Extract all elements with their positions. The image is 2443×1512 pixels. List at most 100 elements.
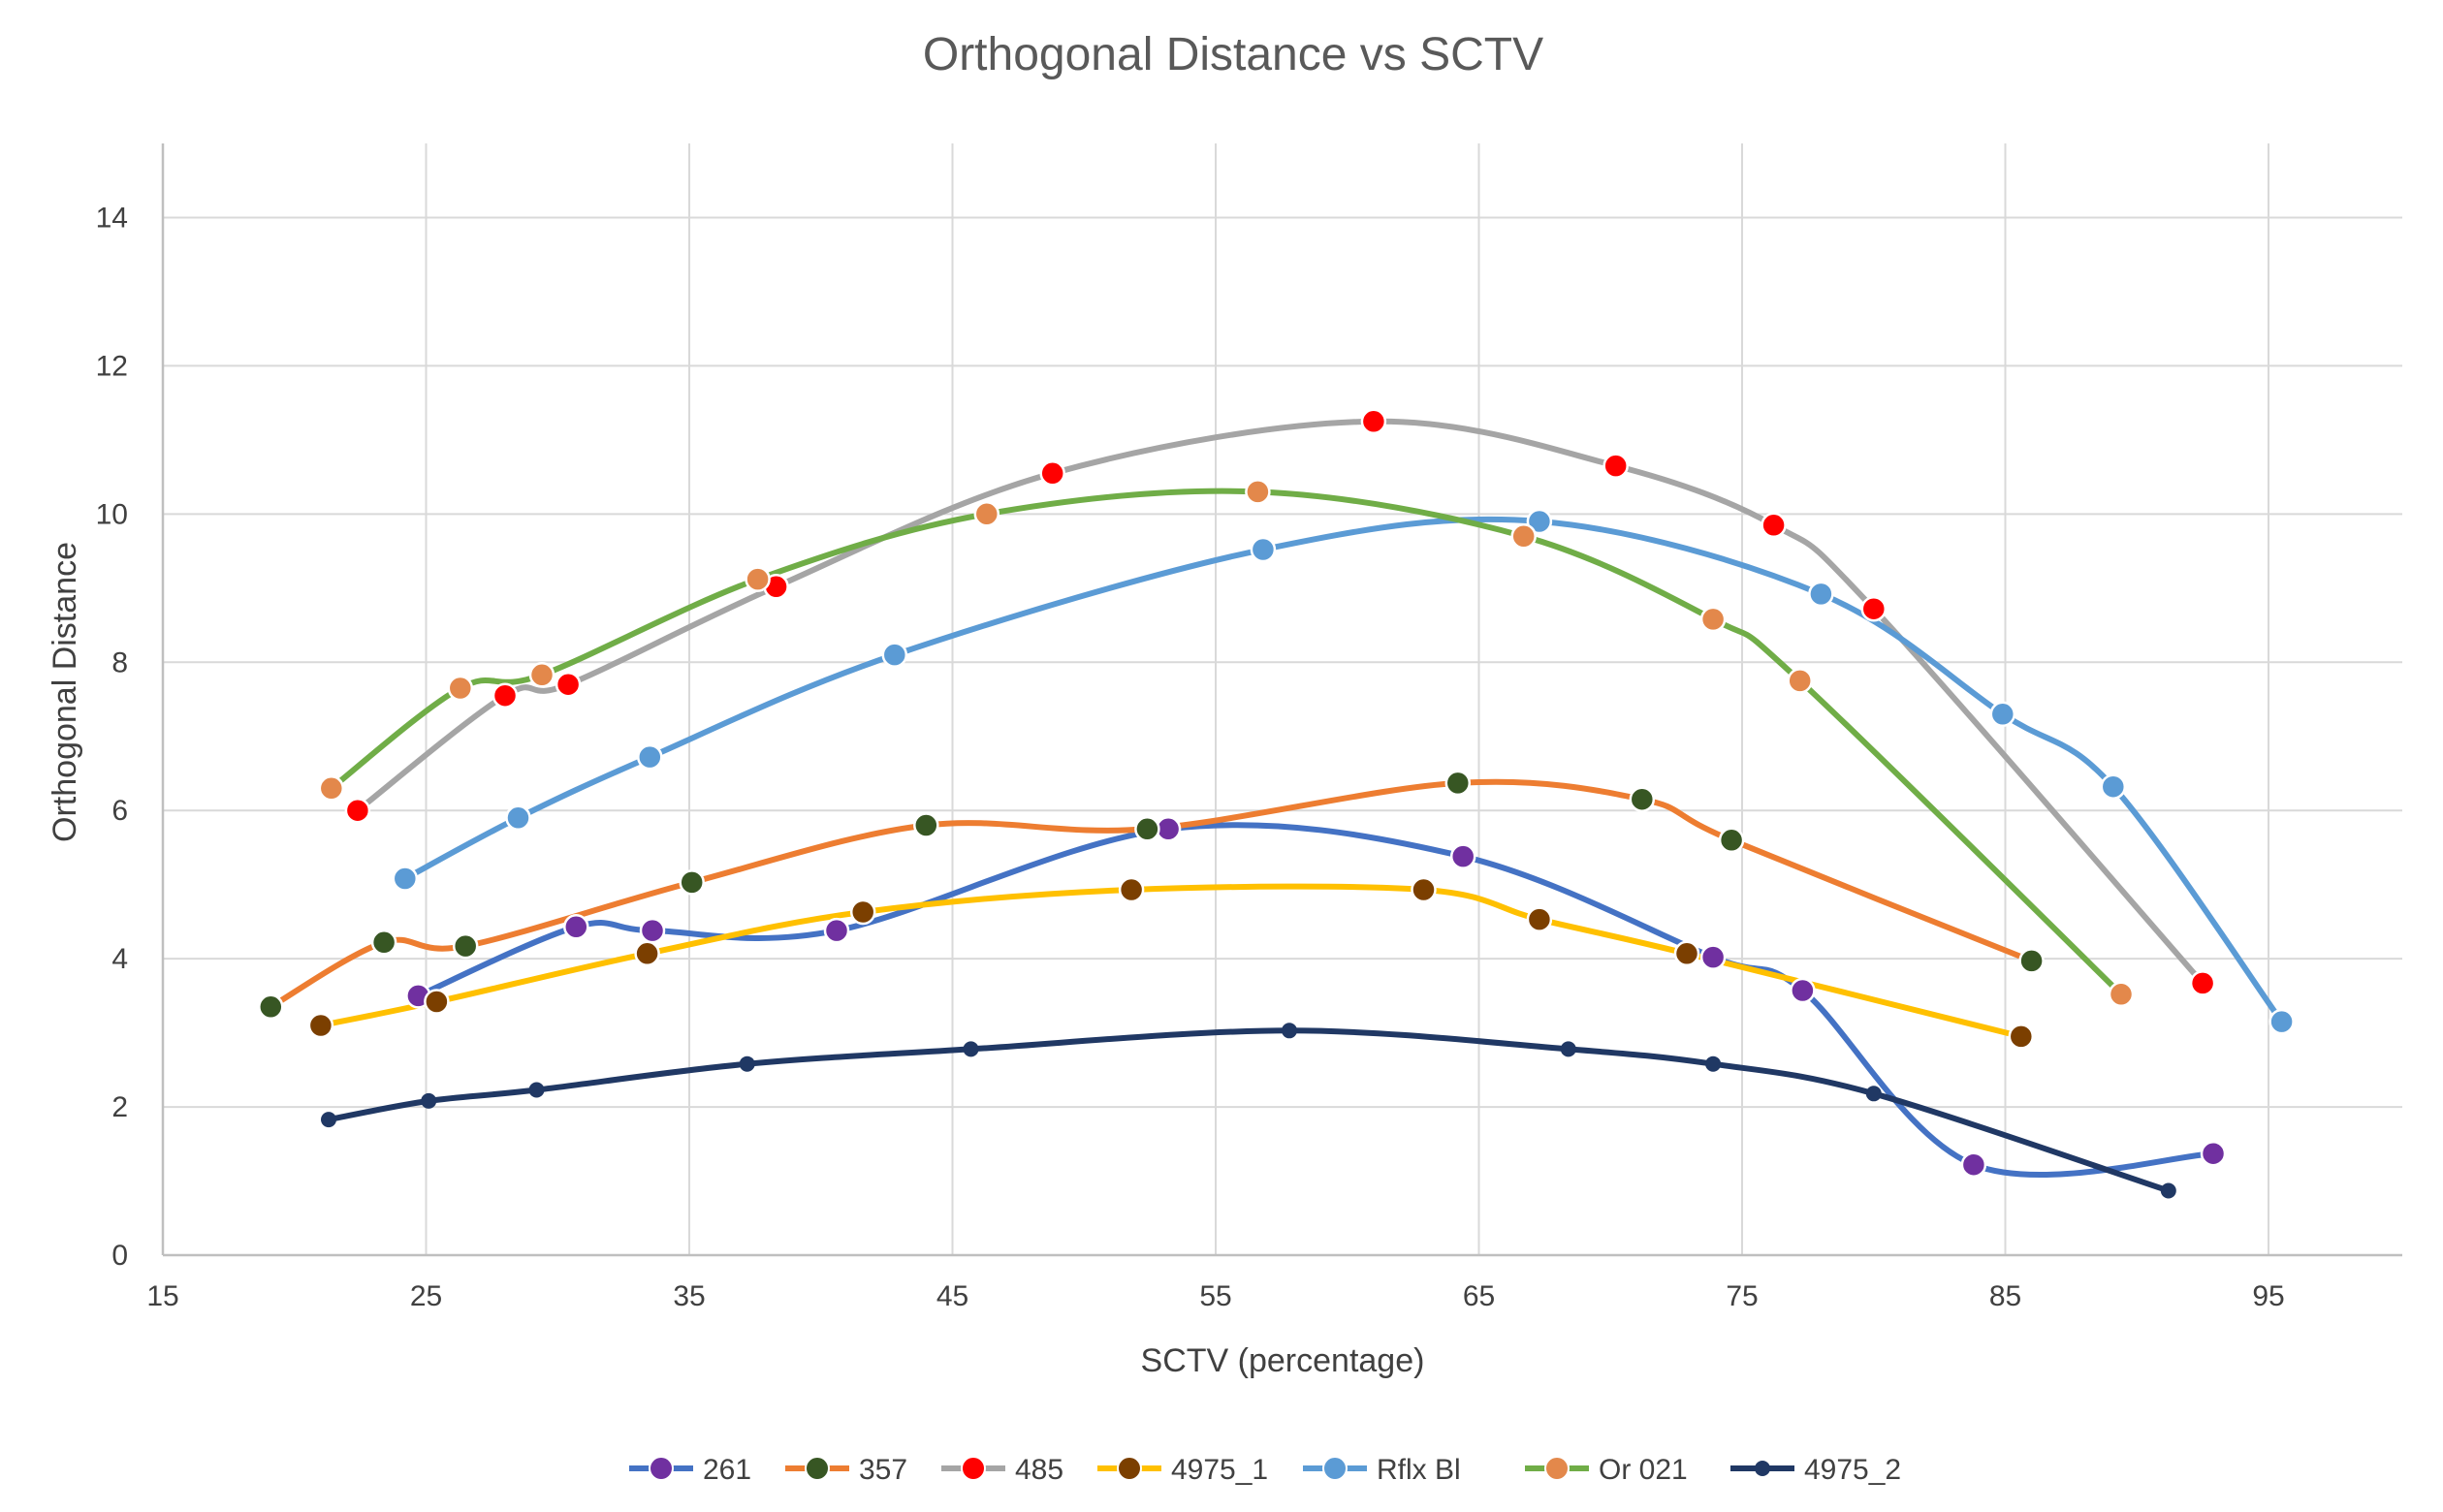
data-point-4975_1 — [307, 1012, 334, 1039]
legend-item-4975_1: 4975_1 — [1097, 1454, 1268, 1486]
data-point-357 — [1629, 786, 1656, 812]
legend-label-Rflx Bl: Rflx Bl — [1377, 1454, 1461, 1486]
legend-item-Or 021: Or 021 — [1525, 1454, 1688, 1486]
data-point-4975_1 — [634, 940, 660, 967]
data-point-357 — [2018, 948, 2045, 974]
chart-title: Orthogonal Distance vs SCTV — [923, 29, 1543, 80]
data-point-Or 021 — [1699, 606, 1727, 633]
x-tick-label: 95 — [2252, 1280, 2284, 1312]
data-point-261 — [2200, 1140, 2227, 1167]
data-point-Rflx Bl — [2100, 773, 2127, 800]
series-line-261 — [415, 822, 2216, 1178]
series-line-4975_2 — [326, 1027, 2172, 1194]
data-point-4975_2 — [1705, 1055, 1722, 1072]
data-point-485 — [492, 682, 519, 709]
data-point-Rflx Bl — [1526, 508, 1553, 535]
series-markers — [258, 408, 2295, 1199]
data-point-357 — [1444, 770, 1472, 797]
x-tick-label: 35 — [673, 1280, 705, 1312]
legend-label-261: 261 — [703, 1454, 751, 1486]
legend-marker-485 — [961, 1456, 986, 1481]
legend-label-357: 357 — [859, 1454, 907, 1486]
data-point-261 — [639, 917, 666, 944]
data-point-Rflx Bl — [505, 804, 531, 832]
data-point-Rflx Bl — [1808, 581, 1834, 608]
legend: 261 357 485 4975_1 Rflx Bl Or 021 4975_2 — [629, 1454, 1901, 1486]
y-axis-label: Orthogonal Distance — [47, 542, 83, 842]
x-tick-label: 55 — [1199, 1280, 1231, 1312]
legend-marker-357 — [805, 1456, 830, 1481]
data-point-4975_2 — [321, 1112, 336, 1128]
data-point-485 — [344, 797, 371, 824]
data-point-4975_2 — [2160, 1182, 2176, 1199]
x-axis-label: SCTV (percentage) — [1141, 1342, 1425, 1379]
data-point-4975_2 — [963, 1041, 979, 1057]
data-point-485 — [1602, 453, 1629, 479]
y-tick-label: 8 — [111, 646, 128, 678]
data-point-485 — [1360, 408, 1387, 435]
data-point-Or 021 — [318, 775, 345, 802]
data-point-4975_2 — [1560, 1041, 1576, 1057]
data-point-485 — [1039, 460, 1065, 487]
data-point-4975_1 — [2008, 1024, 2035, 1050]
x-tick-label: 25 — [410, 1280, 442, 1312]
data-point-Rflx Bl — [881, 642, 908, 668]
legend-item-4975_2: 4975_2 — [1730, 1454, 1901, 1486]
data-point-Rflx Bl — [1250, 536, 1277, 563]
data-point-357 — [679, 869, 705, 896]
legend-marker-4975_1 — [1117, 1456, 1142, 1481]
x-tick-labels: 15 25 35 45 55 65 75 85 95 — [146, 1280, 2284, 1312]
data-point-485 — [1860, 595, 1888, 622]
series-lines — [268, 418, 2285, 1194]
y-tick-label: 2 — [111, 1091, 128, 1123]
data-point-4975_2 — [739, 1055, 755, 1072]
legend-item-Rflx Bl: Rflx Bl — [1303, 1454, 1461, 1486]
legend-item-357: 357 — [785, 1454, 907, 1486]
data-point-4975_1 — [1118, 876, 1145, 903]
data-point-4975_1 — [424, 989, 450, 1015]
data-point-485 — [555, 671, 582, 698]
x-tick-label: 15 — [146, 1280, 178, 1312]
data-point-4975_1 — [1673, 940, 1700, 967]
legend-label-485: 485 — [1015, 1454, 1063, 1486]
data-point-357 — [1718, 827, 1745, 854]
data-point-261 — [1960, 1151, 1987, 1178]
data-point-261 — [1699, 944, 1727, 970]
data-point-Rflx Bl — [1989, 701, 2016, 728]
legend-marker-Or 021 — [1544, 1456, 1570, 1481]
data-point-4975_1 — [849, 898, 876, 926]
x-tick-label: 85 — [1989, 1280, 2021, 1312]
data-point-4975_2 — [528, 1082, 545, 1098]
data-point-357 — [258, 993, 284, 1021]
x-tick-label: 75 — [1726, 1280, 1758, 1312]
data-point-357 — [1134, 816, 1160, 842]
data-point-4975_2 — [1282, 1023, 1297, 1039]
legend-item-485: 485 — [941, 1454, 1063, 1486]
legend-item-261: 261 — [629, 1454, 751, 1486]
y-tick-label: 4 — [111, 943, 128, 975]
data-point-4975_2 — [421, 1092, 437, 1109]
data-point-Rflx Bl — [392, 866, 419, 892]
data-point-4975_1 — [1526, 906, 1553, 932]
data-point-Or 021 — [528, 662, 555, 688]
data-point-Or 021 — [745, 566, 771, 592]
y-tick-labels: 0 2 4 6 8 10 12 14 — [96, 202, 128, 1272]
series-line-Or 021 — [328, 488, 2124, 997]
y-tick-label: 10 — [96, 498, 128, 530]
data-point-4975_1 — [1411, 876, 1437, 903]
data-point-261 — [1790, 977, 1816, 1004]
data-point-261 — [823, 917, 850, 944]
data-point-4975_2 — [1865, 1086, 1882, 1102]
y-tick-label: 12 — [96, 350, 128, 382]
y-tick-label: 6 — [111, 795, 128, 827]
data-point-485 — [1761, 512, 1787, 539]
data-point-357 — [913, 812, 939, 838]
data-point-Or 021 — [973, 501, 1000, 527]
data-point-261 — [1155, 816, 1182, 842]
data-point-261 — [1449, 843, 1476, 869]
x-tick-label: 45 — [936, 1280, 968, 1312]
data-point-Or 021 — [1245, 479, 1271, 505]
legend-marker-261 — [649, 1456, 674, 1481]
series-line-4975_1 — [317, 883, 2024, 1040]
